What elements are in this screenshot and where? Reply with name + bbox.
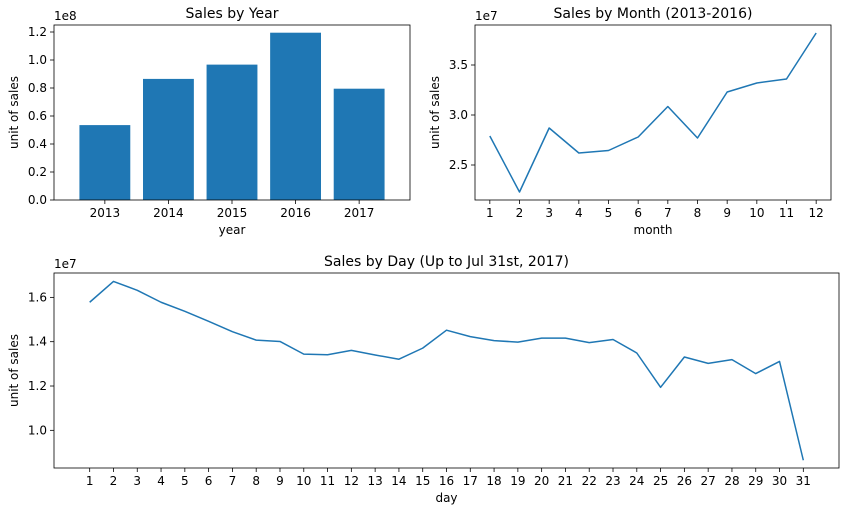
month-series-line — [489, 32, 817, 193]
month-xtick-label-9: 10 — [749, 206, 764, 220]
year-xtick-label-3: 2016 — [280, 206, 311, 220]
day-xtick-label-13: 14 — [391, 474, 406, 488]
day-xtick-label-12: 13 — [367, 474, 382, 488]
day-xtick-label-21: 22 — [582, 474, 597, 488]
day-y-axis-label: unit of sales — [7, 334, 21, 407]
day-ytick-label-2: 1.4 — [28, 335, 47, 349]
day-series-line — [89, 280, 805, 461]
day-xtick-label-10: 11 — [320, 474, 335, 488]
month-xtick-label-0: 1 — [486, 206, 494, 220]
day-xtick-label-22: 23 — [605, 474, 620, 488]
day-xtick-label-24: 25 — [653, 474, 668, 488]
year-bar-2017 — [333, 88, 385, 200]
month-x-axis-label: month — [634, 223, 673, 237]
day-xtick-label-23: 24 — [629, 474, 644, 488]
month-ytick-label-0: 2.5 — [449, 158, 468, 172]
day-xtick-label-5: 6 — [205, 474, 213, 488]
day-xtick-label-28: 29 — [748, 474, 763, 488]
year-ytick-label-3: 0.6 — [28, 109, 47, 123]
day-xtick-label-20: 21 — [558, 474, 573, 488]
year-bar-2013 — [79, 125, 131, 200]
year-y-axis-label: unit of sales — [7, 76, 21, 149]
month-xtick-label-7: 8 — [694, 206, 702, 220]
month-scale-offset-label: 1e7 — [475, 9, 498, 23]
year-xtick-label-1: 2014 — [153, 206, 184, 220]
year-xtick-label-4: 2017 — [344, 206, 375, 220]
day-xtick-label-30: 31 — [796, 474, 811, 488]
day-chart-title: Sales by Day (Up to Jul 31st, 2017) — [324, 254, 569, 270]
day-x-axis-label: day — [435, 491, 457, 505]
month-xtick-label-11: 12 — [809, 206, 824, 220]
year-ytick-label-5: 1.0 — [28, 53, 47, 67]
year-xtick-label-2: 2015 — [217, 206, 248, 220]
day-xtick-label-1: 2 — [110, 474, 118, 488]
day-xtick-label-17: 18 — [486, 474, 501, 488]
day-xtick-label-3: 4 — [157, 474, 165, 488]
day-xtick-label-7: 8 — [252, 474, 260, 488]
day-ytick-label-1: 1.2 — [28, 379, 47, 393]
year-ytick-label-2: 0.4 — [28, 137, 47, 151]
month-xtick-label-3: 4 — [575, 206, 583, 220]
year-scale-offset-label: 1e8 — [54, 9, 77, 23]
month-xtick-label-1: 2 — [516, 206, 524, 220]
year-chart-title: Sales by Year — [186, 6, 279, 22]
month-xtick-label-6: 7 — [664, 206, 672, 220]
day-xtick-label-18: 19 — [510, 474, 525, 488]
month-xtick-label-2: 3 — [545, 206, 553, 220]
day-ytick-label-0: 1.0 — [28, 423, 47, 437]
day-plot-frame — [53, 272, 840, 469]
day-ytick-label-3: 1.6 — [28, 290, 47, 304]
day-xtick-label-15: 16 — [439, 474, 454, 488]
year-bar-2014 — [143, 78, 194, 200]
day-xtick-label-2: 3 — [133, 474, 141, 488]
month-ytick-label-1: 3.0 — [449, 108, 468, 122]
day-xtick-label-27: 28 — [724, 474, 739, 488]
day-xtick-label-19: 20 — [534, 474, 549, 488]
month-chart-title: Sales by Month (2013-2016) — [554, 6, 753, 22]
year-plot-frame — [53, 24, 411, 201]
year-bar-2015 — [206, 64, 258, 201]
day-xtick-label-29: 30 — [772, 474, 787, 488]
month-xtick-label-8: 9 — [723, 206, 731, 220]
day-xtick-label-25: 26 — [677, 474, 692, 488]
day-xtick-label-9: 10 — [296, 474, 311, 488]
month-xtick-label-10: 11 — [779, 206, 794, 220]
month-xtick-label-5: 6 — [634, 206, 642, 220]
day-xtick-label-26: 27 — [701, 474, 716, 488]
month-y-axis-label: unit of sales — [428, 76, 442, 149]
year-bar-2016 — [270, 32, 321, 201]
day-xtick-label-0: 1 — [86, 474, 94, 488]
day-xtick-label-8: 9 — [276, 474, 284, 488]
month-plot-frame — [474, 24, 832, 201]
year-ytick-label-4: 0.8 — [28, 81, 47, 95]
day-xtick-label-6: 7 — [229, 474, 237, 488]
year-x-axis-label: year — [219, 223, 246, 237]
day-xtick-label-4: 5 — [181, 474, 189, 488]
year-ytick-label-6: 1.2 — [28, 25, 47, 39]
year-ytick-label-0: 0.0 — [28, 193, 47, 207]
month-xtick-label-4: 5 — [605, 206, 613, 220]
year-xtick-label-0: 2013 — [90, 206, 121, 220]
month-ytick-label-2: 3.5 — [449, 58, 468, 72]
year-ytick-label-1: 0.2 — [28, 165, 47, 179]
day-scale-offset-label: 1e7 — [54, 257, 77, 271]
day-xtick-label-14: 15 — [415, 474, 430, 488]
day-xtick-label-11: 12 — [344, 474, 359, 488]
day-xtick-label-16: 17 — [463, 474, 478, 488]
